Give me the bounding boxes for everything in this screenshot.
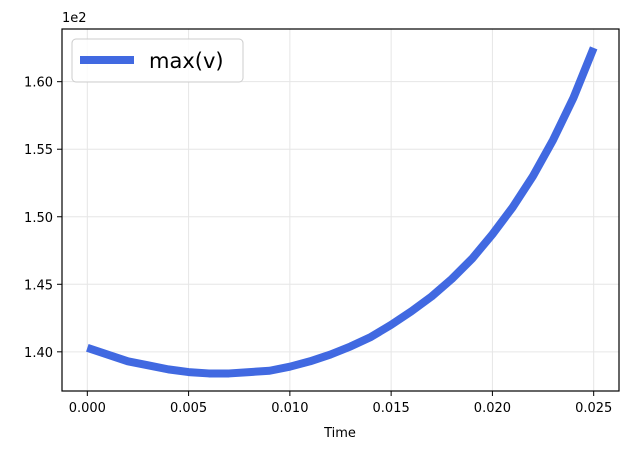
x-axis-label: Time — [323, 426, 356, 441]
y-tick-label: 1.60 — [24, 76, 53, 91]
series-line-max-v — [86, 46, 598, 378]
grid-layer — [62, 29, 619, 391]
plot-frame — [61, 28, 620, 392]
y-tick-label: 1.40 — [24, 346, 53, 361]
series-layer — [86, 46, 598, 378]
legend: max(v) — [71, 38, 244, 83]
x-tick-label: 0.010 — [271, 401, 308, 416]
y-tick-label: 1.45 — [24, 278, 53, 293]
x-tick-label: 0.005 — [170, 401, 207, 416]
x-axis: 0.000 0.005 0.010 0.015 0.020 0.025 — [69, 391, 612, 416]
y-tick-label: 1.55 — [24, 143, 53, 158]
x-tick-label: 0.025 — [575, 401, 612, 416]
legend-label: max(v) — [149, 49, 224, 73]
x-tick-label: 0.000 — [69, 401, 106, 416]
y-offset-label: 1e2 — [62, 11, 87, 26]
y-tick-label: 1.50 — [24, 211, 53, 226]
x-tick-label: 0.015 — [373, 401, 410, 416]
x-tick-label: 0.020 — [474, 401, 511, 416]
y-axis: 1.40 1.45 1.50 1.55 1.60 — [24, 76, 62, 361]
legend-box — [71, 38, 244, 83]
